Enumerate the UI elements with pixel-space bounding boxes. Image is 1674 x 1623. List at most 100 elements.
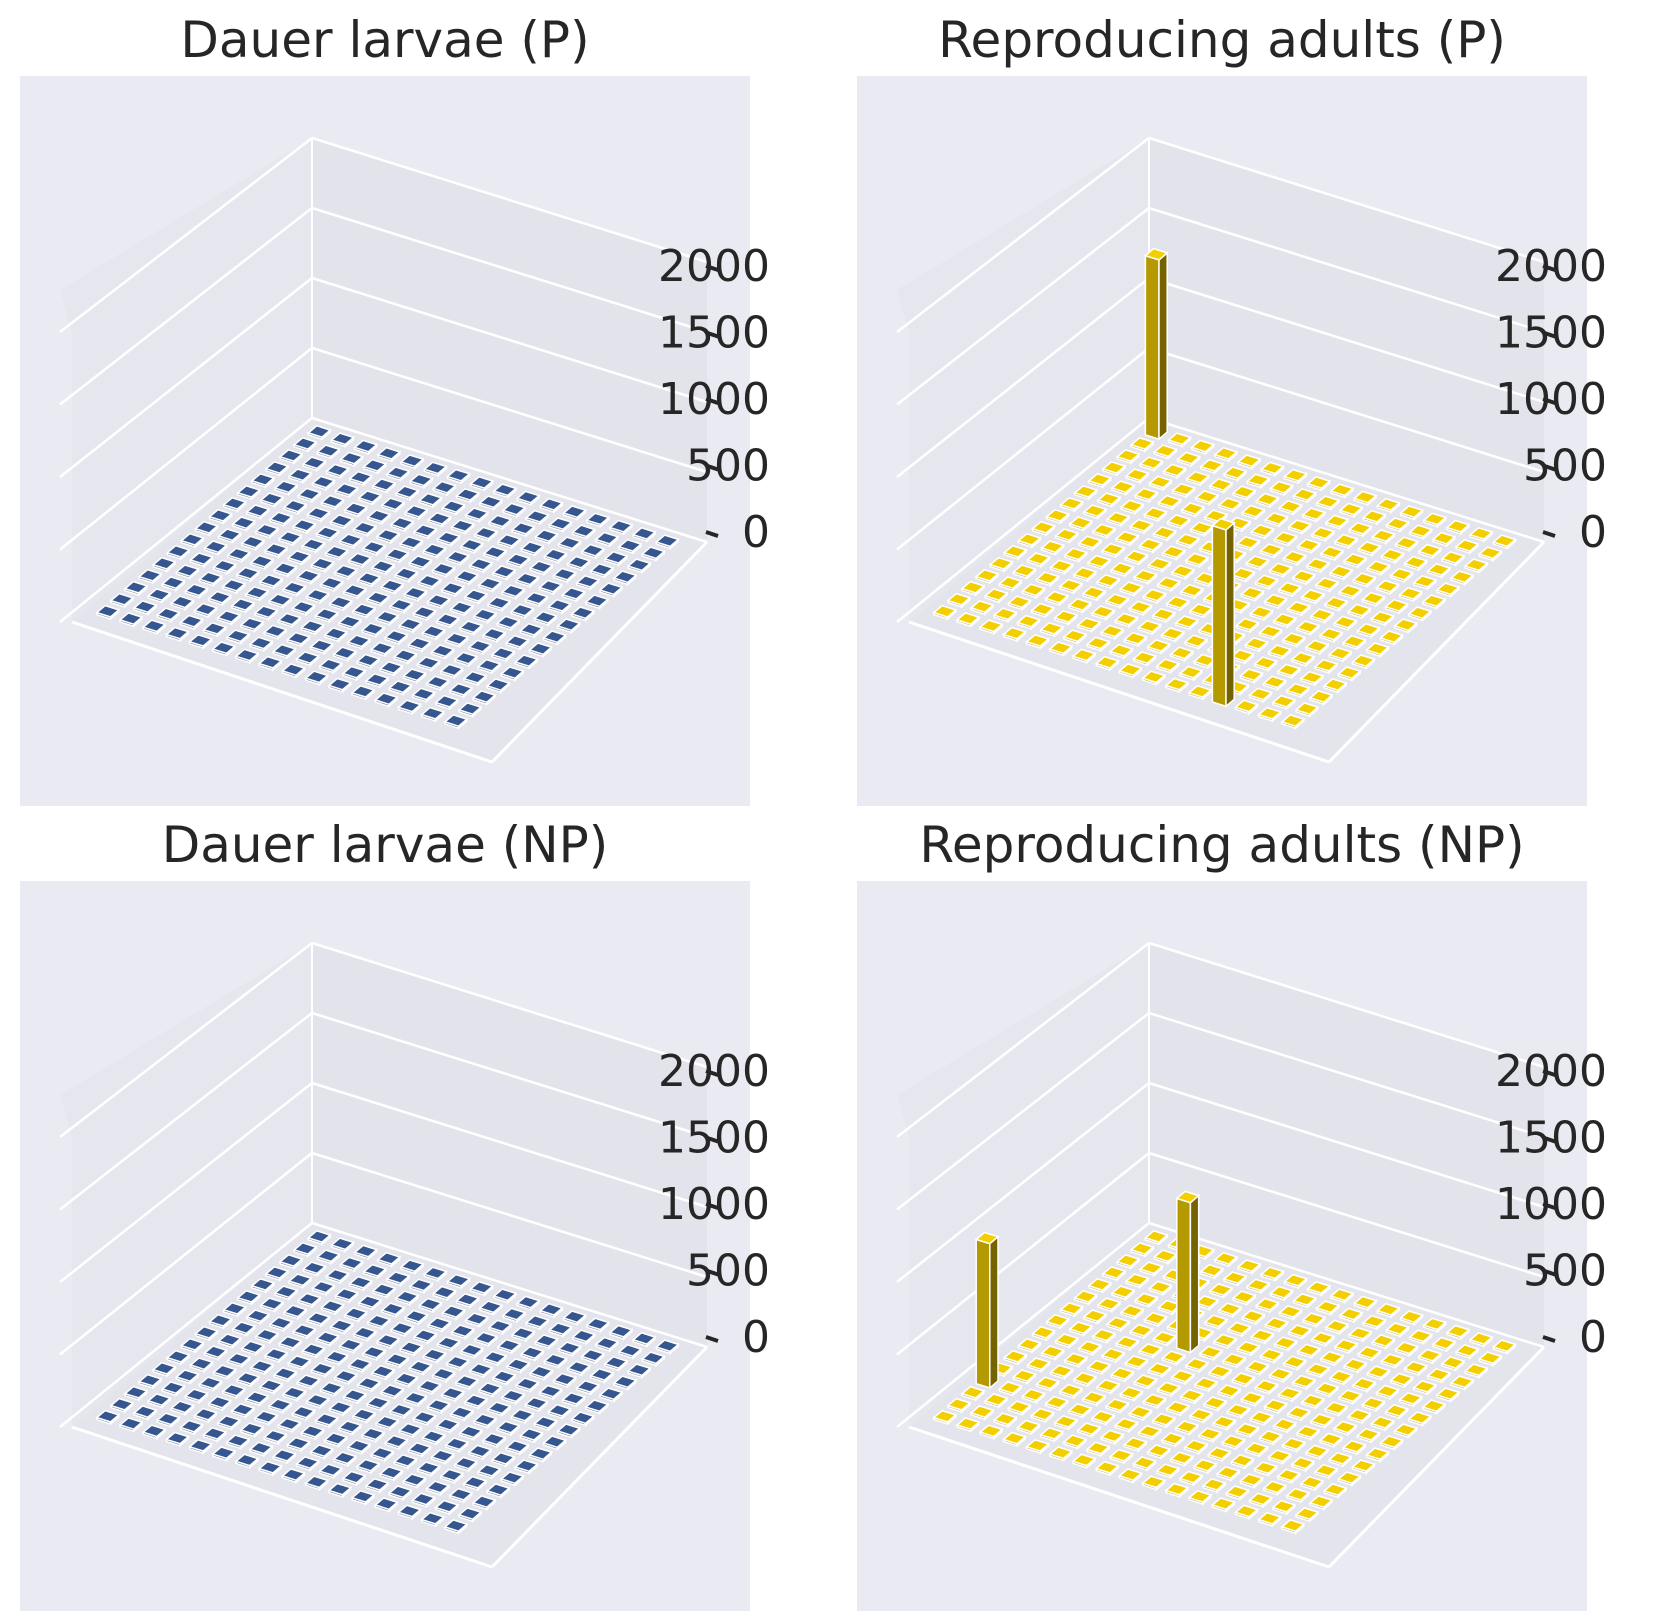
bar-top bbox=[305, 588, 331, 602]
bar bbox=[1198, 1345, 1224, 1362]
bar-top bbox=[960, 580, 986, 594]
bar-top bbox=[1346, 1408, 1372, 1422]
bar-top bbox=[1365, 560, 1391, 574]
bar bbox=[542, 1435, 568, 1451]
bar bbox=[393, 1372, 419, 1388]
z-tick bbox=[705, 1268, 719, 1277]
bar-top bbox=[1129, 436, 1155, 450]
z-tick bbox=[705, 264, 719, 272]
bar bbox=[155, 1412, 181, 1429]
bar-top bbox=[473, 1331, 499, 1345]
bar-top bbox=[174, 1369, 200, 1383]
bar-top bbox=[389, 516, 415, 530]
bar bbox=[1044, 590, 1070, 607]
bar-top bbox=[1199, 1263, 1225, 1277]
bar bbox=[1245, 1278, 1271, 1295]
bar-top bbox=[1267, 1449, 1293, 1463]
bar-top bbox=[234, 648, 260, 662]
bar bbox=[292, 436, 318, 453]
bar bbox=[426, 1316, 452, 1333]
bar bbox=[1268, 1367, 1294, 1384]
bar bbox=[1048, 641, 1074, 657]
bar-top bbox=[1403, 1360, 1429, 1374]
bar bbox=[501, 502, 527, 519]
bar bbox=[580, 543, 606, 560]
bar-top bbox=[356, 1376, 382, 1390]
bar bbox=[435, 1417, 461, 1434]
bar-top bbox=[208, 508, 234, 522]
bar-top bbox=[1072, 1371, 1098, 1385]
bar-top bbox=[378, 1465, 404, 1479]
bar bbox=[1365, 560, 1391, 577]
bar-top bbox=[222, 1301, 248, 1315]
bar bbox=[1234, 1422, 1260, 1439]
bar bbox=[388, 1403, 414, 1420]
bar bbox=[1152, 444, 1178, 461]
bar-top bbox=[320, 494, 345, 508]
bar bbox=[562, 505, 588, 521]
bar bbox=[393, 567, 419, 583]
bar-top bbox=[1178, 665, 1204, 679]
bar-top bbox=[443, 714, 469, 728]
bar bbox=[1336, 1471, 1362, 1487]
bar bbox=[1342, 1358, 1368, 1374]
bar bbox=[654, 534, 680, 551]
bar bbox=[557, 536, 583, 553]
bar bbox=[1240, 504, 1266, 521]
bar-top bbox=[305, 1393, 331, 1407]
bar-top bbox=[271, 1448, 297, 1462]
bar-top bbox=[1230, 1372, 1256, 1386]
bar-top bbox=[276, 1417, 302, 1431]
bar-top bbox=[421, 624, 447, 638]
bar-top bbox=[1477, 546, 1503, 560]
bar bbox=[1328, 1370, 1354, 1386]
bar-top bbox=[306, 1229, 332, 1243]
bar-top bbox=[394, 485, 420, 499]
bar bbox=[1352, 490, 1378, 507]
bar-top bbox=[562, 1310, 588, 1324]
bar bbox=[1179, 1388, 1205, 1405]
bar-top bbox=[1127, 1405, 1153, 1419]
bar-top bbox=[258, 573, 284, 587]
z-tick-label: 0 bbox=[1579, 1312, 1607, 1363]
bar bbox=[584, 594, 610, 610]
bar bbox=[1323, 1401, 1349, 1418]
bar-top bbox=[617, 538, 643, 552]
bar-top bbox=[1035, 1376, 1061, 1390]
bar-top bbox=[272, 1366, 298, 1380]
bar bbox=[1113, 612, 1139, 629]
bar bbox=[1440, 550, 1466, 567]
bar bbox=[262, 1429, 288, 1446]
bar bbox=[375, 1333, 401, 1350]
bar-top bbox=[538, 579, 563, 593]
bar bbox=[1257, 1511, 1283, 1528]
bar-top bbox=[496, 533, 522, 547]
bar-top bbox=[1254, 574, 1279, 588]
bar bbox=[330, 432, 355, 449]
grid-line-left bbox=[896, 207, 1150, 406]
bar-top bbox=[992, 607, 1018, 621]
bar-top bbox=[1435, 1387, 1461, 1401]
bar bbox=[408, 473, 434, 490]
grid-line-left bbox=[59, 417, 313, 623]
bar-top bbox=[1039, 621, 1065, 635]
z-tick-label: 1500 bbox=[658, 1113, 770, 1164]
bar bbox=[216, 609, 242, 626]
bar bbox=[1085, 1441, 1111, 1458]
bar bbox=[268, 511, 294, 528]
floor-edge-front-left bbox=[71, 1425, 493, 1569]
bar-top bbox=[1207, 1364, 1233, 1378]
bar bbox=[1352, 1295, 1378, 1312]
bar-top bbox=[1156, 576, 1182, 590]
bar bbox=[1319, 1350, 1345, 1367]
bar-top bbox=[1211, 1415, 1237, 1429]
bar-top bbox=[598, 1387, 624, 1401]
panel-dauer-np: Dauer larvae (NP) 0 500 1000 1500 2000 bbox=[0, 805, 837, 1616]
bar-top bbox=[291, 1323, 317, 1337]
bar-top bbox=[277, 1335, 303, 1349]
bar-top bbox=[239, 617, 265, 631]
bar-top bbox=[1305, 1362, 1331, 1376]
bar bbox=[1086, 1359, 1112, 1376]
bar-top bbox=[248, 636, 274, 650]
bar-top bbox=[1198, 1345, 1224, 1359]
